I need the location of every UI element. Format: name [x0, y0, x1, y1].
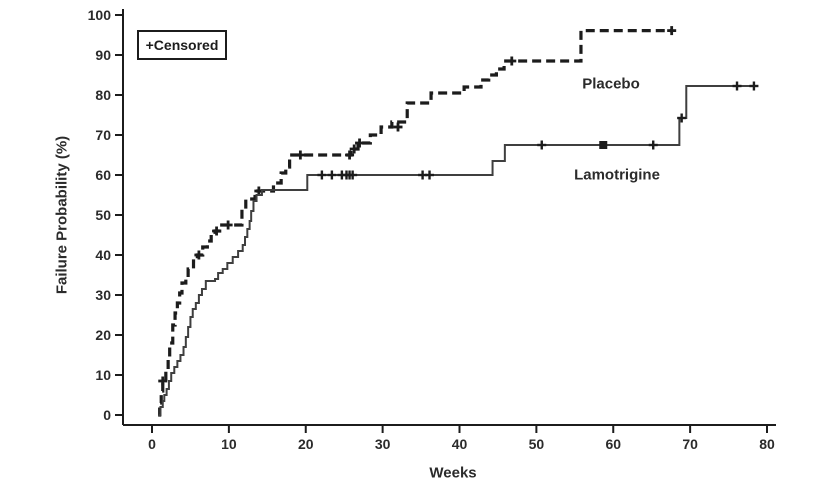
x-tick-label: 70: [682, 436, 698, 452]
y-tick-label: 40: [95, 247, 111, 263]
y-tick-label: 10: [95, 367, 111, 383]
placebo-curve: [158, 29, 672, 417]
y-tick-label: 0: [103, 407, 111, 423]
x-tick-label: 30: [375, 436, 391, 452]
y-tick-label: 60: [95, 167, 111, 183]
lamotrigine-curve: [158, 85, 758, 416]
lamotrigine-censored-square-icon: [599, 141, 608, 149]
x-axis-label: Weeks: [429, 464, 477, 482]
censored-legend-box: +Censored: [137, 30, 227, 60]
censored-legend-label: +Censored: [145, 37, 219, 53]
y-tick-label: 90: [95, 47, 111, 63]
placebo-series-label: Placebo: [582, 75, 640, 93]
x-tick-label: 60: [605, 436, 621, 452]
x-tick-label: 50: [529, 436, 545, 452]
y-tick-label: 80: [95, 87, 111, 103]
x-tick-label: 40: [452, 436, 468, 452]
y-tick-label: 20: [95, 327, 111, 343]
x-tick-label: 10: [221, 436, 237, 452]
x-tick-label: 20: [298, 436, 314, 452]
y-tick-label: 30: [95, 287, 111, 303]
x-tick-label: 80: [759, 436, 775, 452]
y-tick-label: 70: [95, 127, 111, 143]
x-tick-label: 0: [148, 436, 156, 452]
y-axis-label: Failure Probability (%): [53, 135, 71, 295]
y-tick-label: 50: [95, 207, 111, 223]
lamotrigine-series-label: Lamotrigine: [574, 166, 660, 184]
y-tick-label: 100: [88, 7, 112, 23]
